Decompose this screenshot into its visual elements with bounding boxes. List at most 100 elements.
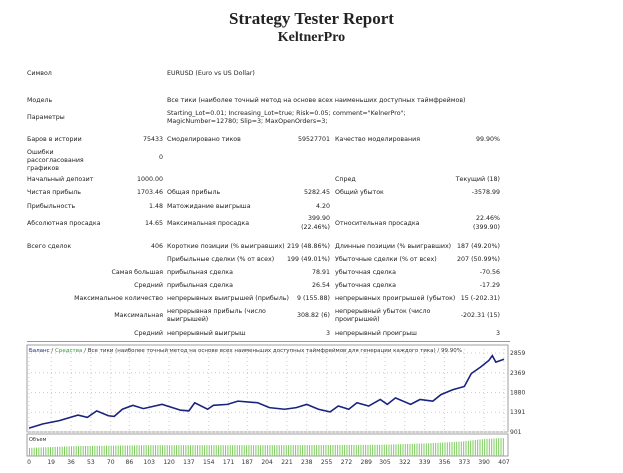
volume-bar [222,445,224,456]
volume-bar [323,445,325,456]
volume-bar [311,445,313,456]
volume-bar [344,444,346,456]
volume-bar [185,445,187,456]
value: 1000.00 [136,176,163,183]
y-tick-label: 1391 [510,409,525,416]
value: -70.56 [479,269,500,276]
x-tick-label: 221 [281,459,293,466]
label: Модель [27,97,53,104]
volume-bar [194,445,196,456]
volume-bar [437,442,439,456]
volume-bar [395,444,397,456]
volume-bar [54,446,56,456]
volume-bar [36,447,38,456]
value: EURUSD (Euro vs US Dollar) [167,70,255,77]
volume-bar [355,444,357,456]
value: -3578.99 [471,189,500,196]
value: 26.54 [311,282,330,289]
value: 187 (49.20%) [457,243,500,250]
volume-bar [390,444,392,456]
label: непрерывный выигрыш [167,330,246,337]
volume-bar [220,445,222,456]
volume-bar [166,445,168,456]
volume-bar [369,444,371,456]
volume-bar [325,445,327,456]
label: Баров в истории [27,136,82,143]
volume-bar [199,445,201,456]
volume-bar [278,445,280,456]
label: Всего сделок [27,243,72,250]
volume-bar [59,446,61,456]
legend-quality: 99.90% [441,348,462,354]
volume-bar [316,445,318,456]
volume-bar [299,445,301,456]
volume-bar [400,444,402,456]
value: 1.48 [148,203,163,210]
volume-bar [360,444,362,456]
volume-bar [458,441,460,456]
x-tick-label: 137 [183,459,195,466]
volume-bar [379,444,381,456]
volume-bar [465,441,467,456]
volume-label: Объем [29,437,47,443]
volume-bar [108,445,110,456]
volume-bar [362,444,364,456]
value: 14.65 [144,220,163,227]
volume-bar [421,443,423,456]
volume-bar [134,445,136,456]
volume-bar [124,445,126,456]
x-tick-label: 19 [47,459,55,466]
label: Начальный депозит [27,176,94,183]
value: 22.46% [475,215,500,222]
value: 99.90% [475,136,500,143]
volume-bar [192,445,194,456]
volume-bar [488,438,490,456]
value: 406 [150,243,163,250]
volume-bar [136,445,138,456]
volume-bar [297,445,299,456]
volume-bar [101,445,103,456]
volume-bar [117,445,119,456]
label: Матожидание выигрыша [167,203,251,210]
volume-bar [152,445,154,456]
volume-bar [129,445,131,456]
x-tick-label: 53 [87,459,95,466]
volume-bar [113,445,115,456]
volume-bar [409,443,411,456]
label: Смоделировано тиков [167,136,241,143]
volume-bar [264,445,266,456]
volume-bar [486,438,488,456]
row-drawdown: Абсолютная просадка 14.65 Максимальная про… [0,215,623,233]
volume-bar [40,447,42,456]
value: 199 (49.01%) [287,256,330,263]
volume-bar [236,445,238,456]
label: непрерывный проигрыш [335,330,417,337]
volume-bar [159,445,161,456]
value: (399.90) [473,224,500,231]
volume-bar [66,446,68,456]
volume-bar [407,443,409,456]
volume-bar [248,445,250,456]
volume-bar [239,445,241,456]
label: Общий убыток [335,189,384,196]
x-tick-label: 36 [67,459,75,466]
volume-bar [197,445,199,456]
volume-bar [372,444,374,456]
volume-bar [31,447,33,456]
volume-bar [383,444,385,456]
volume-bar [73,446,75,456]
label: прибыльная сделка [167,282,233,289]
volume-bar [64,446,66,456]
volume-bar [206,445,208,456]
label: Максимальная [114,312,163,319]
x-tick-label: 204 [261,459,273,466]
volume-bar [232,445,234,456]
label: непрерывная прибыль (число выигрышей) [167,308,266,323]
volume-bar [306,445,308,456]
volume-bar [498,438,500,456]
x-tick-label: 322 [399,459,411,466]
y-tick-label: 901 [510,429,522,436]
volume-bar [250,445,252,456]
volume-bar [285,445,287,456]
